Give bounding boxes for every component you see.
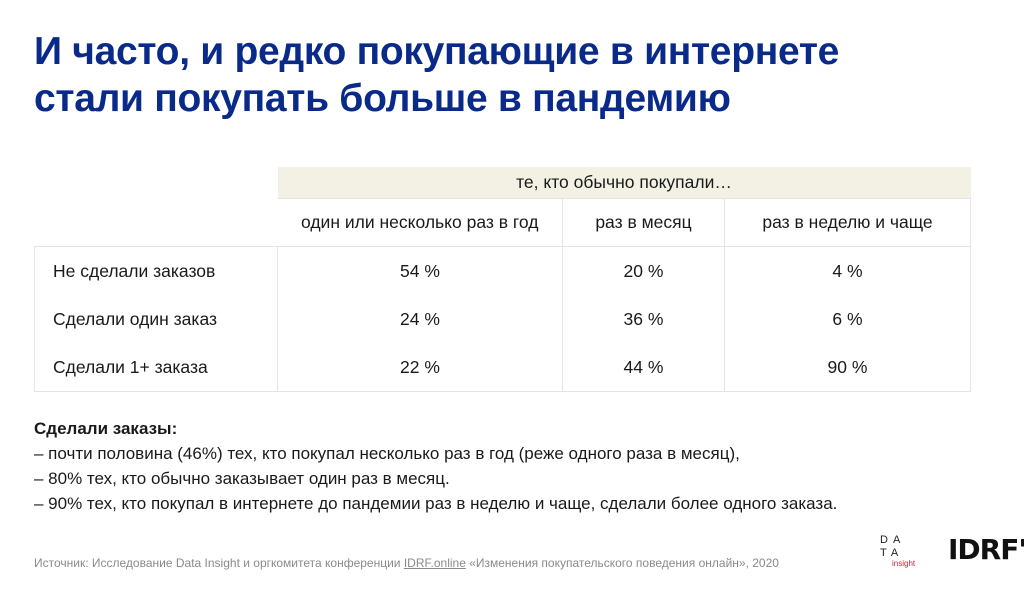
source-link[interactable]: IDRF.online (403, 556, 466, 570)
table-cell: 6 % (724, 295, 971, 343)
idrf-logo: IDRF'20 (948, 533, 1024, 566)
row-label: Сделали один заказ (34, 295, 278, 343)
summary-line: – 90% тех, кто покупал в интернете до па… (34, 494, 838, 513)
table-row: Сделали 1+ заказа 22 % 44 % 90 % (34, 343, 971, 392)
table-cell: 90 % (724, 343, 971, 392)
column-header-yearly: один или несколько раз в год (277, 198, 563, 247)
column-header-row: один или несколько раз в год раз в месяц… (35, 198, 971, 247)
data-insight-logo: DA TA insight (880, 534, 936, 574)
group-header: те, кто обычно покупали… (277, 167, 971, 199)
empty-corner (35, 167, 278, 199)
table-cell: 24 % (277, 295, 563, 343)
logo-text-row1: DA (880, 534, 906, 546)
row-label: Не сделали заказов (34, 246, 278, 295)
logo-text-row2: TA (880, 547, 904, 559)
title-line-1: И часто, и редко покупающие в интернете (34, 30, 840, 73)
table-cell: 22 % (277, 343, 563, 392)
empty-header-cell (35, 199, 278, 247)
source-suffix: «Изменения покупательского поведения онл… (465, 556, 779, 570)
table-row: Не сделали заказов 54 % 20 % 4 % (34, 246, 971, 295)
source-prefix: Источник: Исследование Data Insight и ор… (34, 556, 404, 570)
summary-line: – почти половина (46%) тех, кто покупал … (34, 444, 740, 463)
summary-heading: Сделали заказы: (34, 419, 178, 438)
row-label: Сделали 1+ заказа (34, 343, 278, 392)
table-cell: 44 % (562, 343, 725, 392)
table-cell: 20 % (562, 246, 725, 295)
table-cell: 54 % (277, 246, 563, 295)
logo-text-row3: insight (892, 559, 916, 568)
column-header-monthly: раз в месяц (562, 198, 725, 247)
group-header-row: те, кто обычно покупали… (35, 167, 971, 199)
table-cell: 36 % (562, 295, 725, 343)
table-row: Сделали один заказ 24 % 36 % 6 % (34, 295, 971, 343)
table-cell: 4 % (724, 246, 971, 295)
summary-block: Сделали заказы: – почти половина (46%) т… (34, 416, 994, 516)
column-header-weekly: раз в неделю и чаще (724, 198, 971, 247)
source-footnote: Источник: Исследование Data Insight и ор… (34, 556, 779, 570)
page-title: И часто, и редко покупающие в интернете … (34, 28, 994, 122)
orders-table: те, кто обычно покупали… один или нескол… (34, 167, 971, 392)
summary-line: – 80% тех, кто обычно заказывает один ра… (34, 469, 450, 488)
title-line-2: стали покупать больше в пандемию (34, 77, 731, 120)
